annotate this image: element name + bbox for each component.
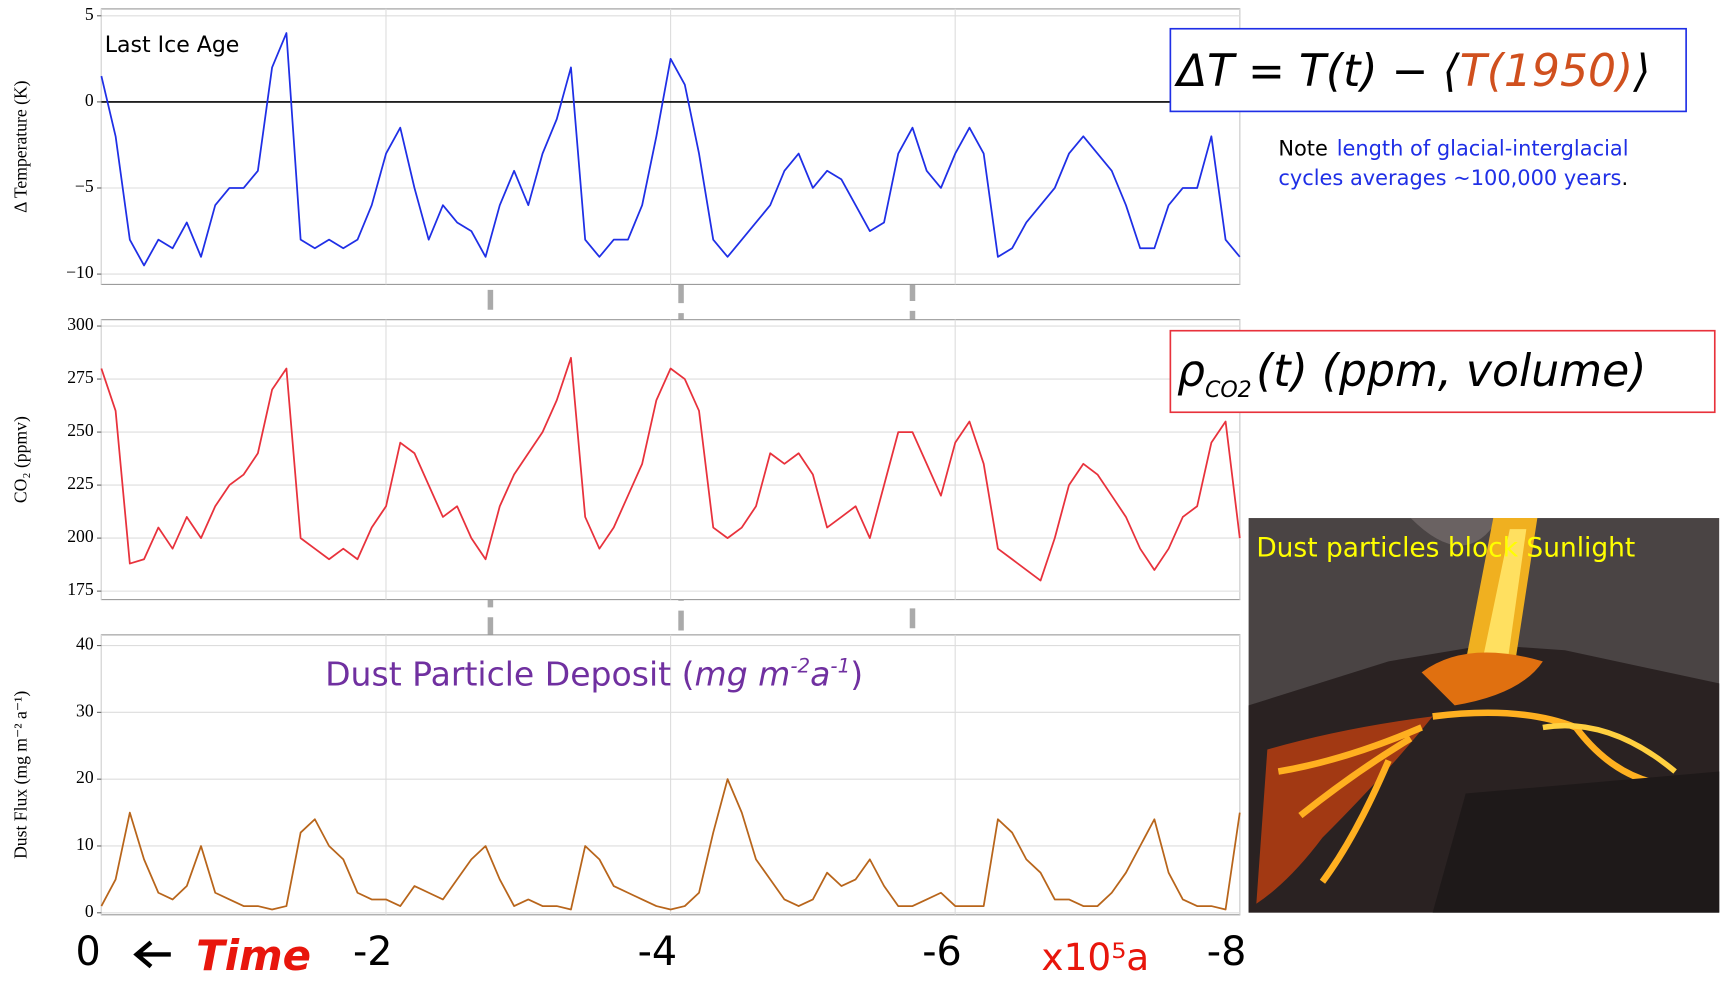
- note-part: Note: [1278, 136, 1328, 160]
- formula: ρCO2 (t) (ppm, volume): [1177, 346, 1646, 403]
- formula: ΔT = T(t) − ⟨T(1950)⟩: [1174, 46, 1651, 97]
- y-tick-label: 40: [76, 634, 94, 654]
- y-tick-label: 250: [67, 420, 94, 440]
- y-tick-label: 200: [67, 526, 94, 546]
- x-axis-unit: x10⁵a: [1041, 935, 1149, 979]
- annotation-part: Dust Particle Deposit (: [325, 655, 694, 694]
- x-tick-label: -6: [922, 929, 962, 975]
- y-axis-title: Dust Flux (mg m⁻² a⁻¹): [10, 691, 30, 859]
- data-line: [100, 356, 1241, 582]
- annotation-part: a: [810, 655, 830, 694]
- annotation: Last Ice Age: [105, 33, 240, 58]
- x-tick-label: -2: [353, 929, 393, 975]
- time-label: Time: [196, 931, 311, 980]
- formula-part: ρ: [1177, 346, 1205, 397]
- y-tick-label: 10: [76, 834, 94, 854]
- y-tick-label: 5: [85, 4, 94, 24]
- formula-part: T(1950): [1460, 46, 1634, 97]
- note: Note length of glacial-interglacial: [1278, 136, 1628, 160]
- y-tick-label: −5: [75, 176, 94, 196]
- image-caption: Dust particles block Sunlight: [1256, 533, 1635, 564]
- annotation-part: -1: [830, 654, 850, 677]
- y-tick-label: 0: [85, 90, 94, 110]
- formula-part: CO2: [1205, 378, 1252, 403]
- y-tick-label: 275: [67, 367, 94, 387]
- y-axis-title: CO₂ (ppmv): [10, 416, 30, 503]
- formula-part: ⟩: [1632, 46, 1650, 97]
- formula-part: (t) (ppm, volume): [1256, 346, 1646, 397]
- y-tick-label: 225: [67, 473, 94, 493]
- data-line: [100, 778, 1241, 911]
- formula-box: [1169, 329, 1716, 414]
- annotation-part: -2: [790, 654, 810, 677]
- annotation-part: ): [850, 655, 863, 694]
- y-tick-label: 0: [85, 901, 94, 921]
- y-tick-label: 175: [67, 579, 94, 599]
- note-part: .: [1621, 166, 1628, 190]
- data-line: [100, 32, 1241, 267]
- x-tick-label: -4: [638, 929, 678, 975]
- formula-part: ΔT = T(t) − ⟨: [1174, 46, 1461, 97]
- y-tick-label: 30: [76, 700, 94, 720]
- x-tick-label: -8: [1207, 929, 1247, 975]
- time-arrow: [133, 940, 171, 969]
- annotation: Dust Particle Deposit (mg m-2a-1): [325, 654, 863, 693]
- y-tick-label: 20: [76, 767, 94, 787]
- y-tick-label: 300: [67, 314, 94, 334]
- note-part: length of glacial-interglacial: [1337, 136, 1629, 160]
- annotation-part: mg m: [695, 655, 791, 694]
- y-axis-title: Δ Temperature (K): [10, 80, 30, 213]
- formula-box: [1169, 27, 1687, 113]
- note: cycles averages ~100,000 years.: [1278, 166, 1628, 190]
- note-part: cycles averages ~100,000 years: [1278, 166, 1621, 190]
- x-tick-label: 0: [76, 929, 101, 975]
- y-tick-label: −10: [66, 262, 94, 282]
- volcano-image: [1248, 518, 1720, 913]
